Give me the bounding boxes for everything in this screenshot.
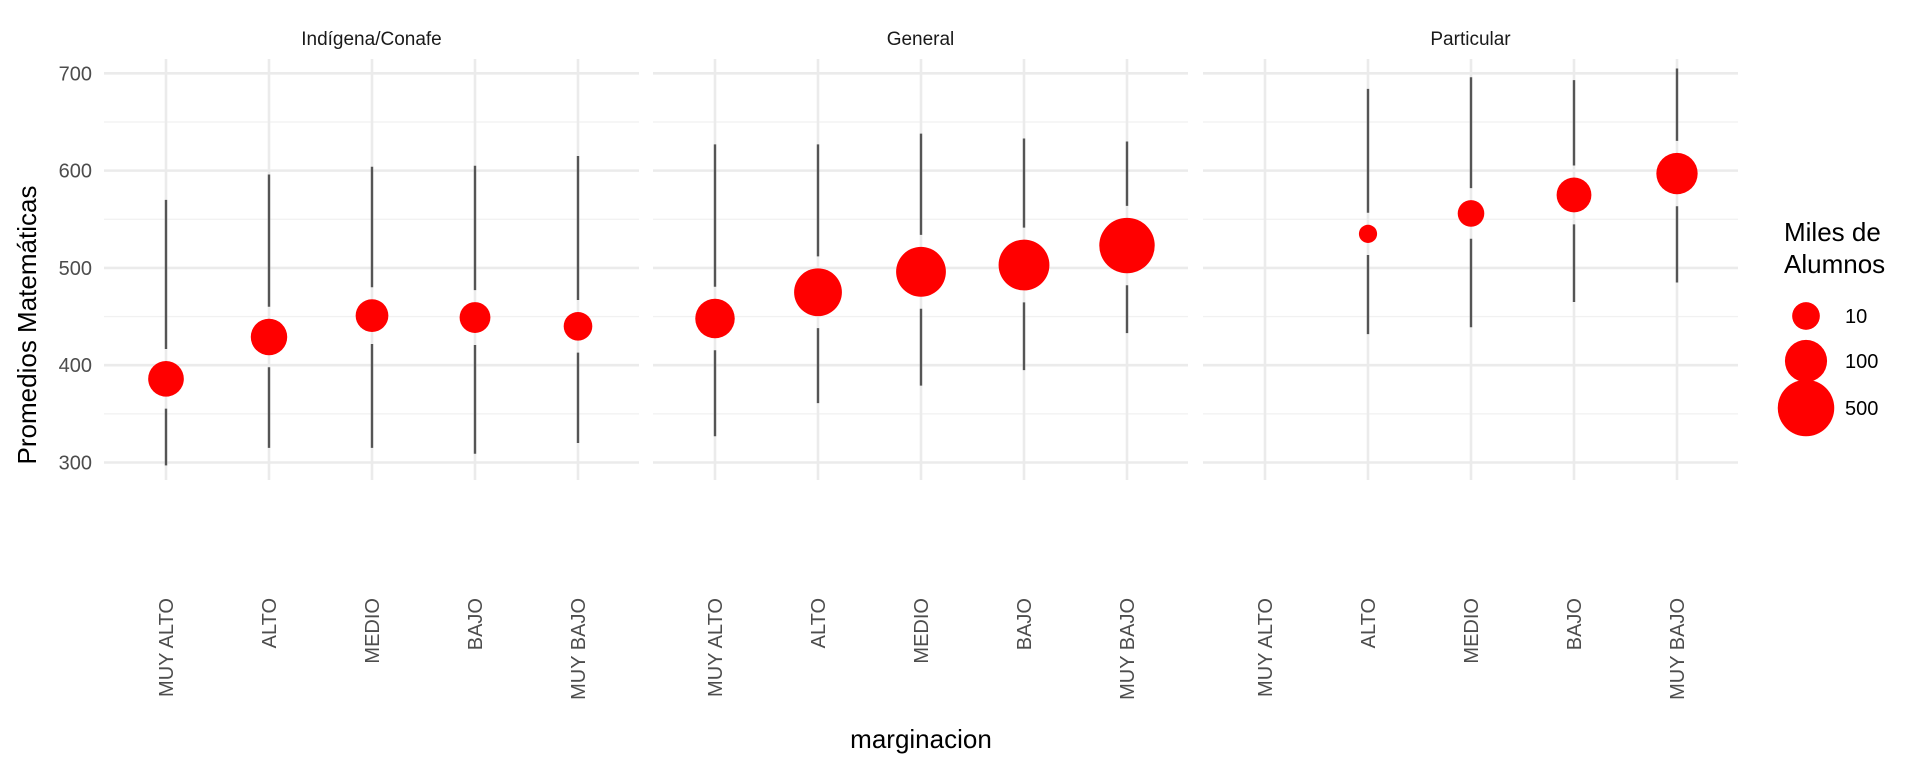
- x-tick-label-bajo: BAJO: [1564, 598, 1586, 650]
- data-point-bajo: [459, 302, 491, 333]
- panel-indigena-conafe: Indígena/Conafe MUY ALTO ALTO MEDIO BAJO MUY …: [104, 29, 639, 700]
- panel-title: Indígena/Conafe: [301, 29, 442, 50]
- x-tick-label-muy-bajo: MUY BAJO: [1667, 598, 1689, 700]
- x-tick-label-alto: ALTO: [1358, 598, 1380, 648]
- legend: Miles de Alumnos 10 100 500: [1777, 217, 1885, 437]
- x-tick-label-muy-bajo: MUY BAJO: [568, 598, 590, 700]
- legend-key-10: [1792, 302, 1820, 330]
- x-axis-title: marginacion: [850, 724, 992, 754]
- x-tick-label-medio: MEDIO: [911, 598, 933, 664]
- legend-title-line2: Alumnos: [1784, 249, 1885, 279]
- panel-particular: Particular MUY ALTO ALTO MEDIO BAJO MUY BAJO: [1203, 29, 1738, 700]
- panels: 300 400 500 600 700 Indígena/Conafe MUY ALTO AL…: [59, 29, 1738, 700]
- y-tick-label-300: 300: [59, 452, 92, 474]
- x-tick-label-alto: ALTO: [259, 598, 281, 648]
- y-tick-label-400: 400: [59, 355, 92, 377]
- legend-label-10: 10: [1845, 306, 1867, 328]
- legend-title-line1: Miles de: [1784, 217, 1881, 247]
- x-tick-label-muy-alto: MUY ALTO: [705, 598, 727, 697]
- data-point-medio: [355, 299, 389, 332]
- x-tick-label-muy-alto: MUY ALTO: [156, 598, 178, 697]
- x-tick-label-bajo: BAJO: [1014, 598, 1036, 650]
- x-tick-label-medio: MEDIO: [1461, 598, 1483, 664]
- panel-title: Particular: [1430, 29, 1511, 50]
- data-point-muy-bajo: [1099, 217, 1155, 274]
- x-tick-label-alto: ALTO: [808, 598, 830, 648]
- data-point-bajo: [1556, 177, 1592, 213]
- panel-general: General MUY ALTO ALTO MEDIO BAJO MUY BAJO: [653, 29, 1188, 700]
- x-tick-label-bajo: BAJO: [465, 598, 487, 650]
- y-tick-label-500: 500: [59, 258, 92, 280]
- x-tick-label-medio: MEDIO: [362, 598, 384, 664]
- y-tick-label-700: 700: [59, 63, 92, 85]
- data-point-medio: [1457, 200, 1485, 227]
- data-point-alto: [794, 268, 842, 317]
- legend-key-500: [1777, 379, 1835, 437]
- legend-label-100: 100: [1845, 351, 1878, 373]
- panel-title: General: [887, 29, 955, 50]
- data-point-muy-bajo: [1656, 152, 1698, 195]
- data-point-muy-alto: [695, 298, 735, 339]
- legend-key-100: [1784, 339, 1828, 383]
- legend-label-500: 500: [1845, 398, 1878, 420]
- data-point-alto: [250, 318, 288, 356]
- x-tick-label-muy-alto: MUY ALTO: [1255, 598, 1277, 697]
- data-point-muy-bajo: [563, 311, 593, 341]
- y-tick-label-600: 600: [59, 161, 92, 183]
- y-axis-title: Promedios Matemáticas: [12, 186, 42, 465]
- x-tick-label-muy-bajo: MUY BAJO: [1117, 598, 1139, 700]
- data-point-alto: [1358, 224, 1378, 243]
- data-point-muy-alto: [148, 360, 184, 397]
- data-point-bajo: [998, 239, 1050, 291]
- data-point-medio: [896, 246, 946, 297]
